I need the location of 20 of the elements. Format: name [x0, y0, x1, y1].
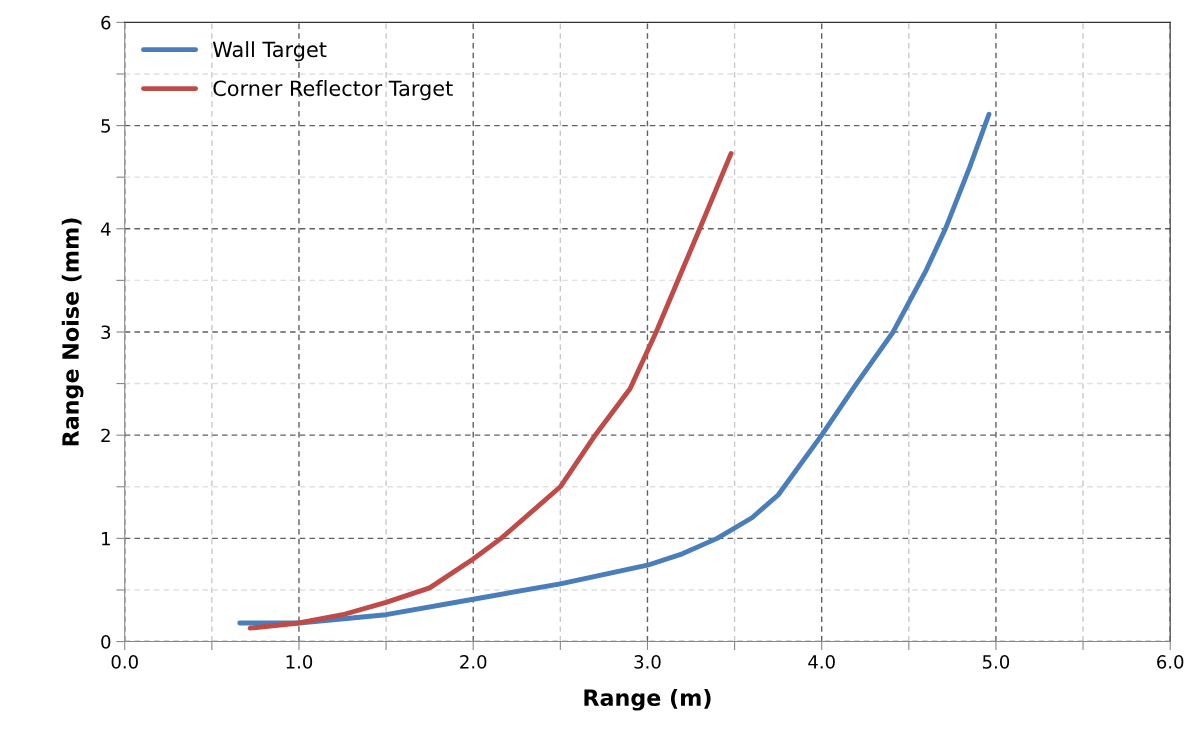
- legend-label: Corner Reflector Target: [213, 80, 453, 101]
- line-series: [237, 111, 992, 626]
- y-tick-label: 2: [101, 428, 110, 443]
- x-tick-label: 3.0: [634, 655, 661, 669]
- line-series: [247, 151, 734, 631]
- y-tick-label: 5: [101, 119, 110, 133]
- legend-label: Wall Target: [212, 41, 327, 62]
- y-tick-label: 1: [102, 532, 110, 546]
- x-tick-label: 5.0: [982, 655, 1010, 669]
- x-tick-label: 0.0: [111, 655, 138, 669]
- x-tick-label: 6.0: [1157, 655, 1184, 669]
- y-tick-label: 3: [101, 325, 111, 340]
- y-axis-title: Range Noise (mm): [61, 218, 84, 446]
- y-tick-label: 4: [100, 222, 111, 236]
- x-tick-label: 4.0: [808, 655, 835, 669]
- y-tick-label: 0: [101, 635, 111, 649]
- x-tick-label: 2.0: [460, 655, 487, 669]
- y-tick-label: 6: [101, 15, 111, 30]
- x-axis-title: Range (m): [584, 688, 711, 711]
- x-tick-label: 1.0: [286, 655, 313, 669]
